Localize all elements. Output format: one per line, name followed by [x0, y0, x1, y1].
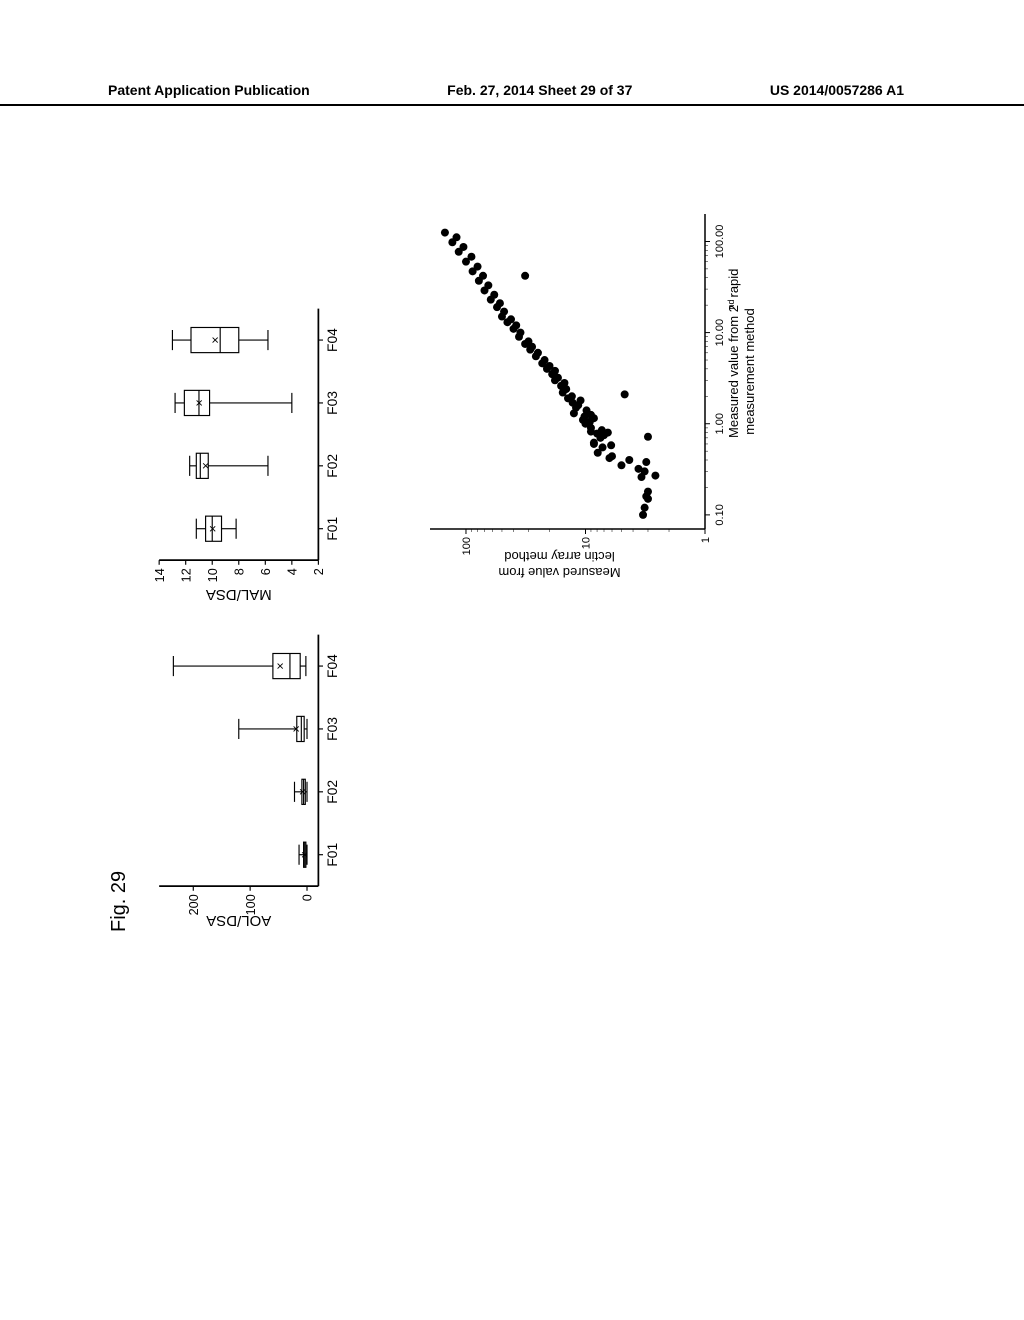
header-center: Feb. 27, 2014 Sheet 29 of 37	[447, 82, 632, 98]
svg-text:8: 8	[232, 568, 246, 575]
svg-text:100.00: 100.00	[714, 225, 726, 259]
svg-text:14: 14	[153, 568, 167, 582]
scatter-plot: 0.10 1.00 10.00 100.00 1 10 100 Measured value …	[420, 204, 760, 584]
svg-text:F04: F04	[324, 328, 340, 352]
svg-text:AOL/DSA: AOL/DSA	[206, 912, 271, 929]
svg-text:×: ×	[296, 788, 310, 795]
svg-text:2: 2	[312, 568, 326, 575]
svg-text:rapid: rapid	[726, 269, 741, 298]
svg-text:4: 4	[285, 568, 299, 575]
svg-text:0: 0	[301, 894, 315, 901]
header-left: Patent Application Publication	[108, 82, 310, 98]
svg-text:200: 200	[187, 894, 201, 915]
svg-text:×: ×	[209, 336, 223, 343]
boxplot-mal-dsa: 2 4 6 8 10 12 14 MAL/DSA × F01 × F02 × F03 × F04	[143, 304, 353, 604]
svg-text:1: 1	[700, 537, 712, 543]
svg-text:Measured value from: Measured value from	[498, 565, 620, 580]
svg-text:×: ×	[206, 525, 220, 532]
svg-text:measurement method: measurement method	[742, 308, 757, 434]
svg-text:F01: F01	[324, 842, 340, 866]
svg-text:10: 10	[206, 568, 220, 582]
svg-text:10.00: 10.00	[714, 319, 726, 347]
figure-label: Fig. 29	[108, 871, 131, 932]
svg-text:12: 12	[179, 568, 193, 582]
svg-text:×: ×	[273, 662, 287, 669]
svg-text:F03: F03	[324, 391, 340, 415]
svg-text:×: ×	[298, 851, 312, 858]
header-right: US 2014/0057286 A1	[770, 82, 904, 98]
svg-text:×: ×	[193, 399, 207, 406]
svg-text:MAL/DSA: MAL/DSA	[206, 586, 272, 603]
svg-text:F02: F02	[324, 454, 340, 478]
svg-text:6: 6	[259, 568, 273, 575]
svg-text:F04: F04	[324, 654, 340, 678]
svg-text:×: ×	[199, 462, 213, 469]
svg-text:1.00: 1.00	[714, 413, 726, 434]
svg-text:×: ×	[289, 725, 303, 732]
svg-text:nd: nd	[726, 299, 736, 309]
svg-text:F02: F02	[324, 780, 340, 804]
svg-text:0.10: 0.10	[714, 504, 726, 525]
page-header: Patent Application Publication Feb. 27, …	[0, 82, 1024, 106]
svg-text:lectin array method: lectin array method	[504, 549, 615, 564]
svg-text:Measured value from 2: Measured value from 2	[726, 305, 741, 438]
svg-text:10: 10	[580, 537, 592, 549]
svg-text:F01: F01	[324, 516, 340, 540]
boxplot-aol-dsa: 0100200AOL/DSA×F01×F02×F03×F04	[143, 630, 353, 930]
svg-text:F03: F03	[324, 717, 340, 741]
svg-text:100: 100	[461, 537, 473, 555]
